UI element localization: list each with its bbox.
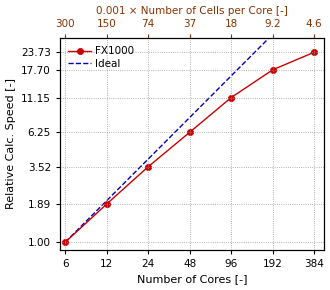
FX1000 bbox=[312, 50, 316, 54]
FX1000 bbox=[188, 130, 192, 134]
FX1000 bbox=[146, 165, 150, 168]
FX1000 bbox=[229, 96, 233, 99]
Line: Ideal: Ideal bbox=[65, 0, 330, 242]
Line: FX1000: FX1000 bbox=[62, 49, 317, 245]
Legend: FX1000, Ideal: FX1000, Ideal bbox=[65, 43, 138, 72]
FX1000 bbox=[271, 68, 275, 72]
Ideal bbox=[146, 157, 150, 161]
FX1000 bbox=[63, 240, 67, 244]
X-axis label: Number of Cores [-]: Number of Cores [-] bbox=[137, 274, 247, 284]
Ideal bbox=[188, 116, 192, 119]
Ideal bbox=[229, 74, 233, 78]
FX1000 bbox=[105, 202, 109, 206]
Ideal bbox=[63, 240, 67, 244]
Ideal bbox=[105, 199, 109, 202]
Ideal bbox=[271, 32, 275, 36]
X-axis label: 0.001 × Number of Cells per Core [-]: 0.001 × Number of Cells per Core [-] bbox=[96, 6, 288, 16]
Y-axis label: Relative Calc. Speed [-]: Relative Calc. Speed [-] bbox=[6, 79, 16, 209]
